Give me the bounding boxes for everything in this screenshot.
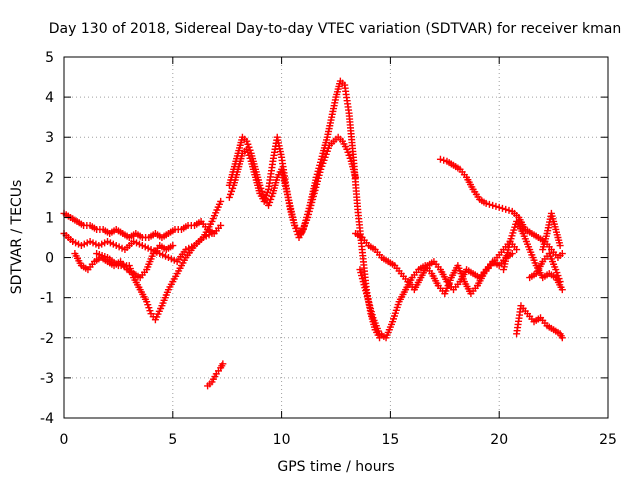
series-track-d-dip <box>93 229 216 324</box>
y-axis-label: SDTVAR / TECUs <box>9 180 25 295</box>
data-point <box>169 242 177 250</box>
interpolated-point <box>485 200 493 208</box>
plot-frame <box>63 56 609 419</box>
y-tick-label: 5 <box>45 50 54 66</box>
series-track-e-negative <box>204 360 227 390</box>
series-track-l-late-mid <box>500 217 566 294</box>
x-axis-label: GPS time / hours <box>277 459 394 475</box>
interpolated-point <box>498 204 506 212</box>
y-tick-label: 0 <box>45 251 54 267</box>
data-point <box>489 201 497 209</box>
y-tick-label: 2 <box>45 170 54 186</box>
y-tick-label: 1 <box>45 210 54 226</box>
x-tick-label: 25 <box>599 432 617 448</box>
data-point <box>558 250 566 258</box>
series-track-n-late-spike <box>539 209 564 254</box>
data-point <box>513 246 521 254</box>
data-point <box>217 197 225 205</box>
x-tick-label: 15 <box>381 432 399 448</box>
data-point <box>558 334 566 342</box>
data-point <box>556 242 564 250</box>
interpolated-point <box>492 202 500 210</box>
series-track-k-late-low <box>513 302 566 342</box>
data-point <box>502 205 510 213</box>
series-track-i-afternoon-low <box>356 238 521 342</box>
y-tick-label: 4 <box>45 90 54 106</box>
x-tick-label: 0 <box>60 432 69 448</box>
data-point <box>495 203 503 211</box>
y-tick-label: -1 <box>40 291 54 307</box>
y-tick-label: 3 <box>45 130 54 146</box>
series-track-j-late <box>436 155 566 262</box>
y-tick-label: -2 <box>40 331 54 347</box>
axis-ticks: 0 5 10 15 20 25 -4 -3 -2 -1 0 1 2 3 4 5 <box>40 50 617 448</box>
y-tick-label: -3 <box>40 371 54 387</box>
x-tick-label: 10 <box>273 432 291 448</box>
data-point <box>556 278 564 286</box>
interpolated-point <box>505 206 513 214</box>
y-tick-label: -4 <box>40 411 54 427</box>
data-point <box>508 250 516 258</box>
data-point <box>208 229 216 237</box>
x-tick-label: 20 <box>490 432 508 448</box>
x-tick-label: 5 <box>168 432 177 448</box>
data-points <box>60 77 566 390</box>
interpolated-point <box>440 156 448 164</box>
data-point <box>436 155 444 163</box>
data-point <box>217 221 225 229</box>
series-track-m-late-rise <box>526 250 564 286</box>
chart-title: Day 130 of 2018, Sidereal Day-to-day VTE… <box>49 21 621 37</box>
data-point <box>482 199 490 207</box>
data-point <box>219 360 227 368</box>
series-track-g-peak <box>225 77 384 342</box>
data-point <box>558 286 566 294</box>
